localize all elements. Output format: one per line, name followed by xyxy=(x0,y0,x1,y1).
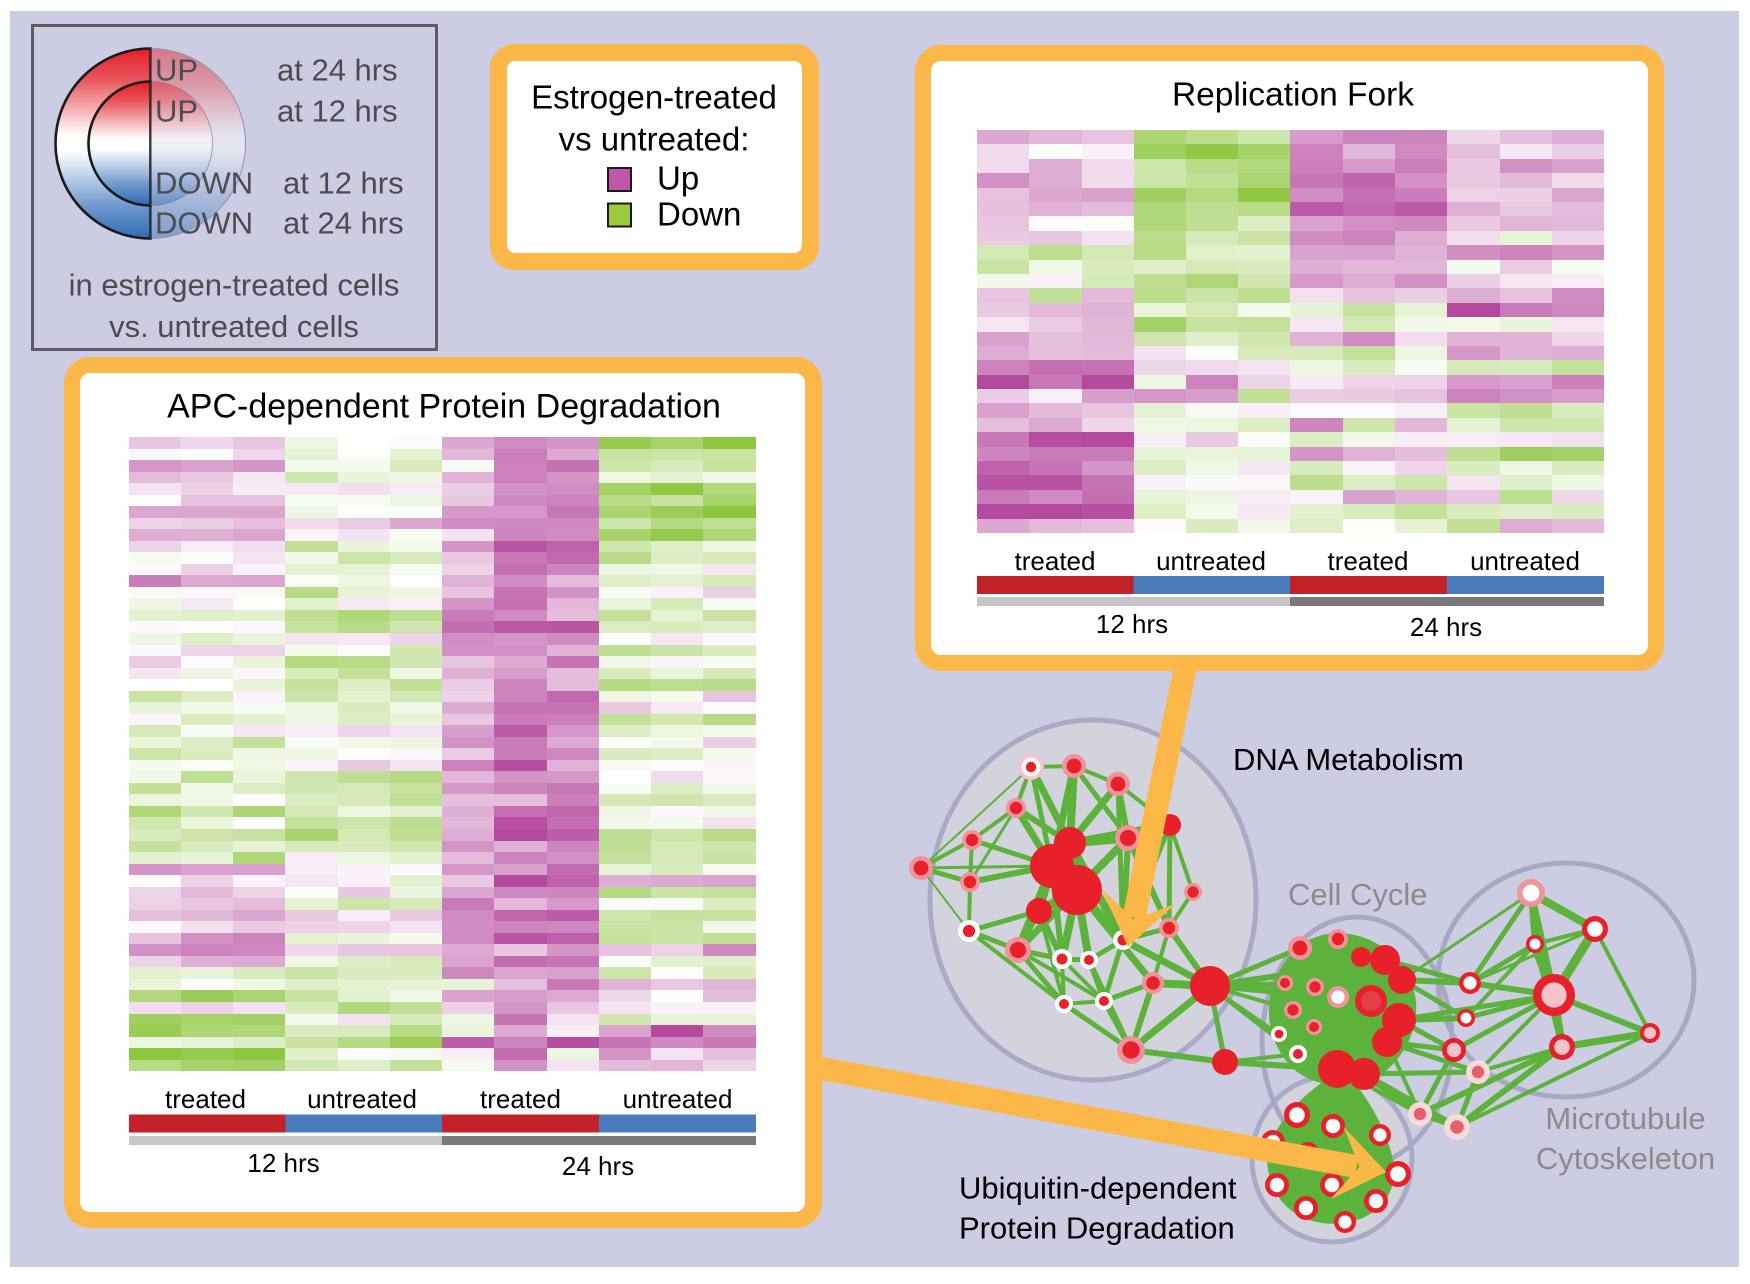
svg-text:Cytoskeleton: Cytoskeleton xyxy=(1536,1141,1715,1176)
svg-text:treated: treated xyxy=(1015,546,1096,576)
svg-text:12 hrs: 12 hrs xyxy=(1096,609,1168,639)
svg-text:at 12 hrs: at 12 hrs xyxy=(283,166,404,201)
svg-text:12 hrs: 12 hrs xyxy=(247,1148,319,1178)
svg-text:UP: UP xyxy=(155,53,198,88)
svg-text:DNA Metabolism: DNA Metabolism xyxy=(1233,742,1464,777)
svg-text:24 hrs: 24 hrs xyxy=(562,1151,634,1181)
svg-text:at 12 hrs: at 12 hrs xyxy=(277,94,398,129)
svg-text:untreated: untreated xyxy=(307,1084,417,1114)
svg-text:Down: Down xyxy=(657,196,741,233)
svg-text:vs. untreated cells: vs. untreated cells xyxy=(109,309,359,344)
svg-text:untreated: untreated xyxy=(1156,546,1266,576)
svg-text:Replication Fork: Replication Fork xyxy=(1172,77,1414,114)
svg-text:untreated: untreated xyxy=(623,1084,733,1114)
svg-text:Up: Up xyxy=(657,160,699,197)
svg-text:vs untreated:: vs untreated: xyxy=(559,121,750,158)
svg-text:untreated: untreated xyxy=(1470,546,1580,576)
svg-text:Cell Cycle: Cell Cycle xyxy=(1288,877,1428,912)
svg-text:treated: treated xyxy=(165,1084,246,1114)
svg-text:DOWN: DOWN xyxy=(155,206,253,241)
svg-text:APC-dependent Protein Degradat: APC-dependent Protein Degradation xyxy=(167,387,721,425)
svg-text:DOWN: DOWN xyxy=(155,166,253,201)
svg-text:in estrogen-treated cells: in estrogen-treated cells xyxy=(69,268,400,303)
svg-text:Protein Degradation: Protein Degradation xyxy=(959,1211,1235,1246)
svg-text:treated: treated xyxy=(480,1084,561,1114)
svg-text:24 hrs: 24 hrs xyxy=(1410,612,1482,642)
svg-text:UP: UP xyxy=(155,94,198,129)
svg-text:Estrogen-treated: Estrogen-treated xyxy=(531,79,777,116)
svg-text:at 24 hrs: at 24 hrs xyxy=(277,53,398,88)
svg-text:Microtubule: Microtubule xyxy=(1545,1101,1705,1136)
svg-text:at 24 hrs: at 24 hrs xyxy=(283,206,404,241)
svg-text:treated: treated xyxy=(1328,546,1409,576)
svg-text:Ubiquitin-dependent: Ubiquitin-dependent xyxy=(959,1171,1237,1206)
